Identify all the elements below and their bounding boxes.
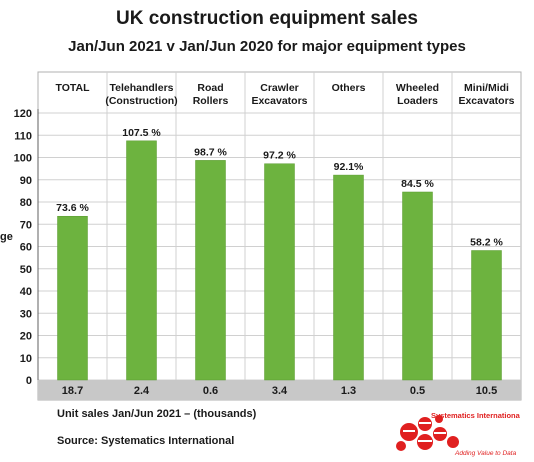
- bar-7: [471, 250, 502, 381]
- unit-sales-value: 3.4: [272, 385, 288, 397]
- value-label: 58.2 %: [470, 237, 503, 249]
- y-tick-label: 30: [20, 308, 32, 320]
- unit-sales-band: [38, 380, 521, 400]
- y-tick-label: 0: [26, 375, 32, 387]
- logo-tagline: Adding Value to Data: [454, 450, 517, 457]
- unit-sales-value: 0.6: [203, 385, 218, 397]
- category-label: Wheeled: [396, 82, 439, 94]
- category-label: (Construction): [105, 95, 177, 107]
- category-label: TOTAL: [55, 82, 90, 94]
- unit-sales-band-fill: [38, 380, 521, 400]
- bar-2: [126, 140, 157, 381]
- bar-3: [195, 160, 226, 381]
- bar-4: [264, 163, 295, 381]
- value-label: 84.5 %: [401, 178, 434, 190]
- unit-sales-value: 10.5: [476, 385, 497, 397]
- category-label: Excavators: [458, 95, 514, 107]
- value-label: 92.1%: [334, 161, 364, 173]
- chart-title: UK construction equipment sales: [116, 8, 418, 29]
- bars: [57, 140, 502, 381]
- source-note: Source: Systematics International: [57, 435, 235, 447]
- category-label: Rollers: [193, 95, 229, 107]
- y-axis: 0 10 20 30 40 50 60 70 80 90 100 110 120 ge: [0, 108, 39, 387]
- value-label: 73.6 %: [56, 202, 89, 214]
- y-tick-label: 100: [14, 153, 32, 165]
- bar-1: [57, 215, 88, 381]
- unit-sales-value: 0.5: [410, 385, 425, 397]
- y-tick-label: 70: [20, 219, 32, 231]
- category-label: Road: [197, 82, 223, 94]
- value-label: 107.5 %: [122, 127, 161, 139]
- value-label: 97.2 %: [263, 150, 296, 162]
- labels: 73.6 % TOTAL 18.7 107.5 % Telehandlers(Const…: [55, 82, 514, 397]
- y-tick-label: 80: [20, 197, 32, 209]
- bar-6: [402, 191, 433, 381]
- y-tick-label: 120: [14, 108, 32, 120]
- y-tick-label: 60: [20, 242, 32, 254]
- y-tick-label: 40: [20, 286, 32, 298]
- bar-5: [333, 174, 364, 381]
- units-note: Unit sales Jan/Jun 2021 – (thousands): [57, 408, 257, 420]
- chart-subtitle: Jan/Jun 2021 v Jan/Jun 2020 for major eq…: [68, 38, 466, 55]
- category-label: Loaders: [397, 95, 438, 107]
- category-label: Excavators: [251, 95, 307, 107]
- y-tick-label: 50: [20, 264, 32, 276]
- y-tick-label: 110: [14, 130, 32, 142]
- category-label: Telehandlers: [110, 82, 174, 94]
- unit-sales-value: 18.7: [62, 385, 83, 397]
- y-tick-label: 10: [20, 353, 32, 365]
- value-label: 98.7 %: [194, 146, 227, 158]
- systematics-logo: Systematics International Ltd. Adding Va…: [396, 411, 520, 457]
- y-tick-label: 20: [20, 331, 32, 343]
- category-label: Mini/Midi: [464, 82, 509, 94]
- unit-sales-value: 2.4: [134, 385, 150, 397]
- unit-sales-value: 1.3: [341, 385, 356, 397]
- y-tick-label: 90: [20, 175, 32, 187]
- logo-name: Systematics International Ltd.: [431, 411, 520, 420]
- y-axis-label: ge: [0, 231, 13, 243]
- category-label: Crawler: [260, 82, 299, 94]
- category-label: Others: [332, 82, 366, 94]
